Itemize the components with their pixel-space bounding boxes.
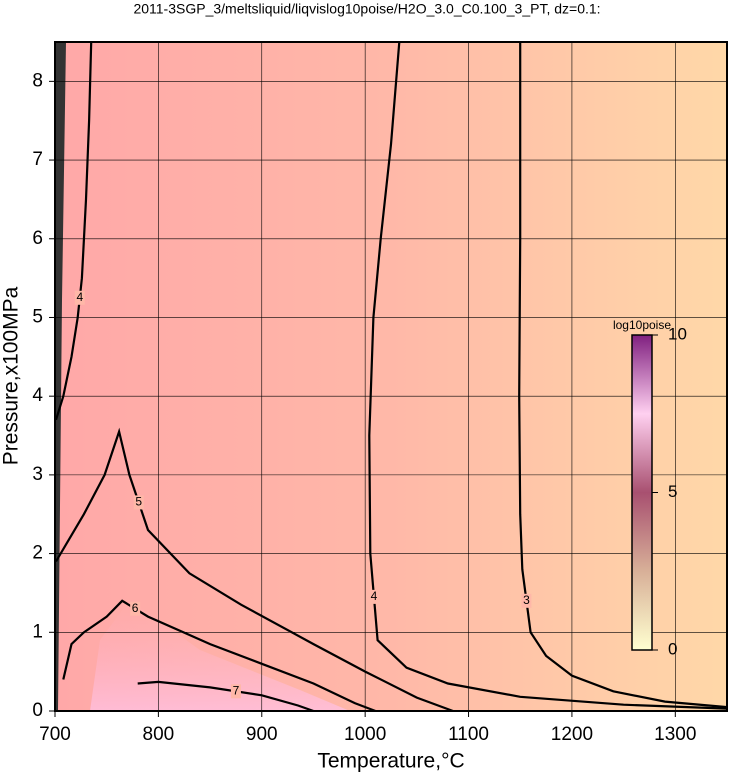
contour-label-box [368,589,379,604]
colorbar-label: log10poise [613,318,671,332]
contour-label-box [230,684,241,699]
x-tick-label: 800 [143,724,175,745]
x-tick-label: 1300 [654,724,696,745]
y-tick-label: 1 [32,621,43,642]
contour-label-box [130,601,141,616]
contour-label: 4 [371,589,378,603]
colorbar: log10poise 0 5 10 [613,318,687,658]
colorbar-tick-label: 10 [668,324,687,343]
y-axis-label: Pressure,x100MPa [0,286,23,465]
contour-label: 5 [135,495,142,509]
x-tick-label: 1100 [448,724,489,745]
axes: 700 800 900 1000 1100 1200 1300 0 1 2 3 4 5 6 7 8 [32,70,696,745]
contour-label-box [133,495,144,510]
x-tick-label: 1000 [344,724,386,745]
contours: 3 4 4 5 6 7 [54,41,728,713]
colorbar-tick-label: 5 [668,482,677,501]
contour-label: 7 [233,683,240,697]
contour-label-box [521,593,532,608]
contour-label: 3 [523,593,530,607]
dark-strip [55,42,66,711]
contour-label-box [74,290,85,305]
y-tick-label: 6 [32,228,43,249]
y-tick-label: 3 [32,464,43,485]
colorbar-tick-label: 0 [668,639,677,658]
plot-frame [54,41,728,712]
contour-line [55,427,454,713]
y-tick-label: 8 [32,70,43,91]
contour-label: 6 [132,601,139,615]
x-tick-label: 1200 [551,724,593,745]
y-tick-label: 5 [32,306,43,327]
chart-title: 2011-3SGP_3/meltsliquid/liqvislog10poise… [133,1,600,17]
y-tick-label: 2 [32,543,43,564]
x-tick-label: 700 [39,724,71,745]
y-tick-label: 0 [32,700,43,721]
y-tick-label: 4 [32,385,43,406]
colorbar-bar [631,334,653,651]
x-tick-label: 900 [246,724,278,745]
contour-label: 4 [76,290,83,304]
contour-line [62,599,376,713]
y-tick-label: 7 [32,149,43,170]
x-axis-label: Temperature,°C [317,750,464,773]
contour-line [518,42,728,709]
